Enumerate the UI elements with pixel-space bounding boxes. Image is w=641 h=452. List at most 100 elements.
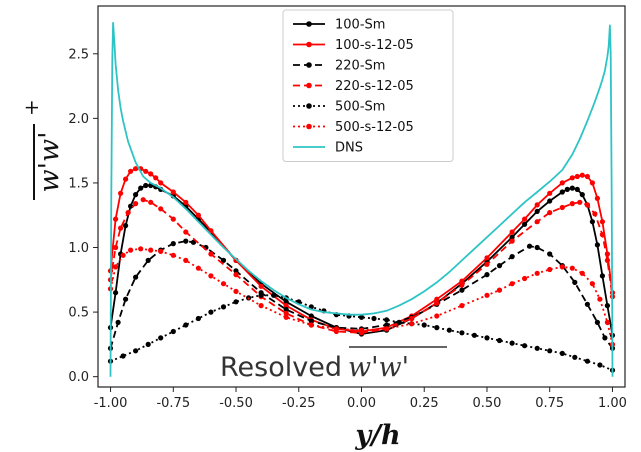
data-point-4-33 — [522, 343, 528, 349]
data-point-3-8 — [170, 216, 176, 222]
data-point-5-1 — [113, 264, 119, 270]
data-point-3-30 — [599, 232, 606, 238]
data-point-3-19 — [434, 300, 440, 306]
data-point-3-22 — [509, 238, 515, 244]
x-tick-label-5: 0.25 — [410, 396, 439, 411]
data-point-1-17 — [283, 303, 289, 309]
data-point-4-23 — [396, 319, 402, 325]
legend-label-6: DNS — [335, 141, 363, 156]
legend-label-1: 100-s-12-05 — [335, 38, 414, 53]
data-point-0-37 — [594, 242, 601, 248]
x-tick-label-3: -0.25 — [282, 396, 316, 411]
data-point-2-21 — [484, 272, 490, 278]
data-point-4-37 — [572, 354, 578, 360]
data-point-4-31 — [496, 337, 503, 344]
data-point-2-25 — [534, 244, 540, 251]
data-point-4-36 — [559, 350, 565, 356]
data-point-2-13 — [283, 306, 289, 313]
data-point-1-8 — [148, 171, 154, 177]
data-point-4-21 — [371, 315, 377, 322]
series-line-5 — [109, 247, 614, 345]
data-point-3-29 — [592, 211, 598, 217]
data-point-2-2 — [123, 296, 129, 302]
data-point-0-26 — [509, 234, 515, 240]
data-point-5-15 — [308, 322, 314, 328]
data-point-3-25 — [559, 204, 565, 211]
data-point-5-13 — [258, 303, 264, 309]
data-point-5-28 — [559, 264, 565, 270]
data-point-3-13 — [283, 310, 289, 316]
y-axis-label-group: w'w' + — [19, 99, 65, 200]
data-point-5-17 — [358, 327, 365, 333]
data-point-1-7 — [143, 168, 149, 174]
data-point-5-11 — [220, 281, 227, 287]
data-point-4-38 — [584, 358, 591, 364]
data-point-1-36 — [594, 195, 601, 201]
data-point-2-8 — [190, 239, 196, 245]
data-point-0-7 — [143, 182, 149, 189]
annotation-math: w'w' — [348, 352, 409, 383]
data-point-4-10 — [233, 299, 239, 305]
y-tick-label-1: 0.5 — [68, 306, 89, 321]
data-point-5-7 — [170, 252, 176, 258]
data-point-2-26 — [547, 251, 553, 257]
data-point-3-7 — [158, 206, 164, 212]
data-point-4-4 — [158, 335, 164, 341]
legend-label-0: 100-Sm — [335, 18, 385, 33]
legend-marker-4 — [306, 103, 312, 109]
data-point-5-10 — [208, 273, 214, 279]
y-ticks: 0.0 0.5 1.0 1.5 2.0 2.5 — [68, 47, 98, 385]
data-point-5-31 — [589, 281, 596, 287]
data-point-3-2 — [118, 225, 124, 231]
data-point-0-29 — [547, 198, 553, 204]
data-point-3-10 — [208, 251, 214, 257]
data-point-0-38 — [599, 273, 606, 279]
data-point-2-4 — [145, 257, 151, 263]
data-point-0-6 — [138, 185, 144, 191]
y-tick-label-0: 0.0 — [68, 370, 89, 385]
data-point-5-33 — [604, 319, 611, 325]
data-point-4-30 — [484, 335, 490, 341]
data-point-1-27 — [522, 216, 528, 222]
data-point-5-24 — [509, 281, 515, 287]
series-line-6 — [109, 21, 614, 377]
data-point-2-17 — [384, 322, 390, 328]
legend-box — [282, 9, 454, 162]
data-point-1-29 — [547, 190, 553, 196]
data-point-5-6 — [158, 248, 164, 254]
data-point-0-28 — [534, 208, 540, 214]
x-axis-label: y/h — [354, 420, 400, 451]
data-point-5-4 — [138, 246, 144, 252]
data-point-1-16 — [258, 283, 264, 289]
data-point-0-1 — [113, 290, 119, 296]
data-point-3-5 — [140, 197, 146, 203]
y-tick-label-5: 2.5 — [68, 47, 89, 62]
data-point-1-9 — [153, 175, 159, 181]
data-point-5-9 — [195, 265, 201, 271]
data-point-5-29 — [569, 265, 575, 271]
legend-label-2: 220-Sm — [335, 59, 385, 74]
x-tick-label-4: 0.00 — [347, 396, 376, 411]
data-point-2-30 — [594, 319, 601, 325]
data-point-1-13 — [195, 212, 201, 218]
data-point-2-22 — [496, 263, 503, 269]
data-point-3-28 — [584, 202, 591, 208]
legend-label-4: 500-Sm — [335, 100, 385, 115]
data-point-0-30 — [559, 189, 565, 195]
data-point-1-31 — [569, 175, 575, 181]
data-point-2-31 — [602, 335, 608, 341]
data-point-1-3 — [123, 176, 129, 182]
data-point-1-28 — [534, 202, 540, 208]
data-point-3-3 — [125, 210, 131, 216]
data-point-5-22 — [484, 292, 490, 298]
data-point-0-4 — [128, 203, 134, 209]
x-tick-label-2: -0.50 — [219, 396, 253, 411]
data-point-5-26 — [534, 270, 540, 276]
data-point-4-13 — [271, 292, 277, 298]
data-point-3-4 — [133, 201, 139, 207]
data-point-5-21 — [459, 303, 465, 309]
data-point-1-24 — [459, 278, 465, 284]
legend-marker-3 — [306, 82, 312, 89]
legend-marker-5 — [306, 123, 312, 130]
